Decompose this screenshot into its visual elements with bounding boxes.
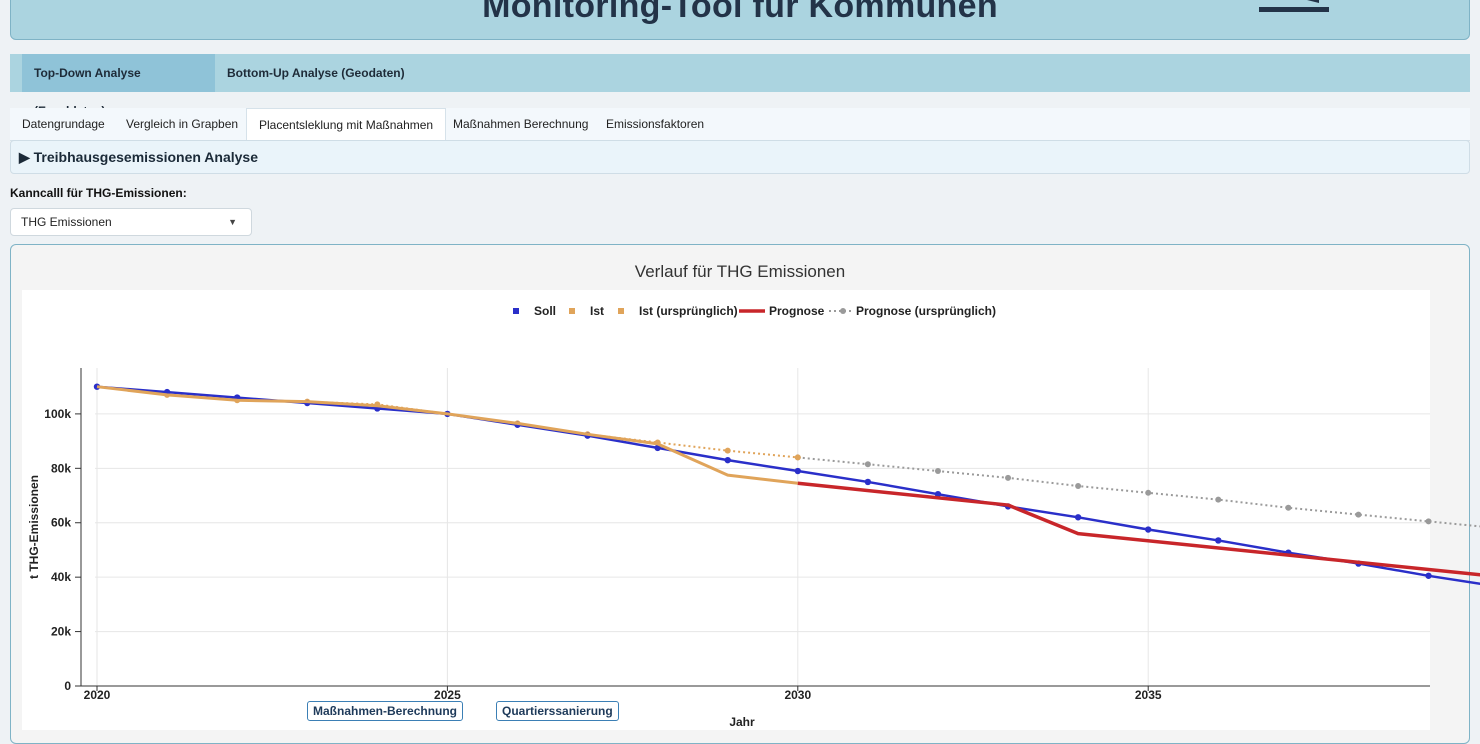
series-prognose-original-point [864,461,871,468]
series-soll-point [864,478,872,486]
series-soll-line [96,385,1480,586]
series-prognose-original-point [1005,474,1012,481]
series-prognose-original-line [797,456,1480,528]
series-ist-original-point [794,454,801,461]
legend-marker [569,308,575,314]
series-prognose-original-point [1145,489,1152,496]
series-ist-line [96,385,798,485]
subtab-emissionsfaktoren[interactable]: Emissionsfaktoren [606,117,705,131]
legend-label: Ist (ursprünglich) [639,304,738,318]
subtab-vergleich[interactable]: Vergleich in Grapben [126,117,239,131]
series-soll-point [1145,526,1152,533]
series-prognose-line [797,481,1480,577]
series-soll-point [1215,537,1222,544]
y-tick-label: 20k [51,625,71,639]
quartierssanierung-button[interactable]: Quartierssanierung [496,701,619,721]
emission-select[interactable]: THG Emissionen ▼ [10,208,252,236]
legend-marker-dot [840,308,846,314]
series-prognose-original-point [1355,511,1362,518]
series-prognose-original-point [1285,504,1292,511]
logo-icon [1259,0,1329,12]
series-soll-point [1074,514,1082,521]
main-nav: Top-Down Analyse (Exseldaten) Bottom-Up … [10,54,1470,118]
y-tick-label: 100k [44,407,71,421]
series-prognose-original-point [1075,483,1082,490]
plot-area [22,290,1430,730]
series-soll-point [724,456,731,464]
series-prognose-original-point [934,468,941,475]
analysis-section-toggle[interactable]: ▶ Treibhausgesemissionen Analyse [10,140,1470,174]
y-tick-label: 0 [64,679,71,693]
y-axis-label: t THG-Emissionen [27,475,41,579]
series-ist-original-point [724,447,731,454]
legend-label: Prognose [769,304,825,318]
x-tick-label: 2030 [784,688,811,702]
legend-marker [618,308,624,314]
y-tick-label: 40k [51,570,71,584]
y-tick-label: 80k [51,461,71,475]
series-prognose-original-point [1215,496,1222,503]
series-soll-point [654,444,661,452]
selector-label: Kanncalll für THG-Emissionen: [10,186,187,200]
app-header: Monitoring-Tool für Kommunen [10,0,1470,40]
legend-label: Ist [590,304,604,318]
chart-title: Verlauf für THG Emissionen [634,262,846,281]
chevron-down-icon: ▼ [228,217,237,227]
subtab-massnahmen-berechnung[interactable]: Maßnahmen Berechnung [453,117,589,131]
series-soll-point [794,467,801,475]
legend-label: Prognose (ursprünglich) [856,304,996,318]
x-tick-label: 2035 [1135,688,1162,702]
x-axis-label: Jahr [729,715,755,729]
x-tick-label: 2020 [84,688,111,702]
x-tick-label: 2025 [434,688,461,702]
y-tick-label: 60k [51,516,71,530]
series-soll-point [1425,572,1432,579]
series-soll-point [934,490,942,498]
tab-bottom-up[interactable]: Bottom-Up Analyse (Geodaten) [227,66,405,80]
series-prognose-original-point [1425,518,1432,525]
massnahmen-berechnung-button[interactable]: Maßnahmen-Berechnung [307,701,464,721]
legend-marker [513,308,519,314]
legend-label: Soll [534,304,556,318]
emission-select-value: THG Emissionen [21,215,112,229]
app-title: Monitoring-Tool für Kommunen [482,0,998,25]
subtab-datengrundage[interactable]: Datengrundage [22,117,105,131]
